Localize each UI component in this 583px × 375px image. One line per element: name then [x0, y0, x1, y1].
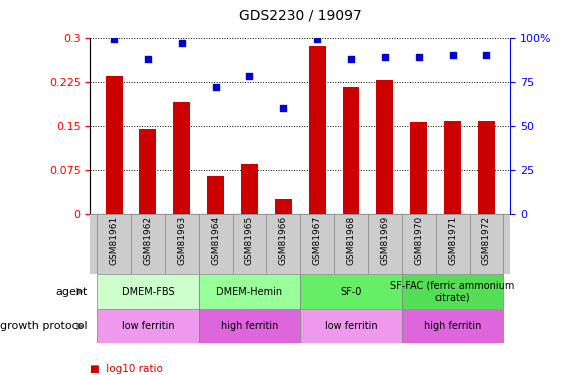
Point — [482, 52, 491, 58]
Text: growth protocol: growth protocol — [0, 321, 87, 331]
Point — [110, 36, 119, 42]
Text: GSM81969: GSM81969 — [380, 216, 389, 265]
Bar — [402, 309, 503, 343]
Bar — [343, 87, 360, 214]
Bar — [478, 121, 495, 214]
Bar — [241, 164, 258, 214]
Text: DMEM-FBS: DMEM-FBS — [122, 286, 174, 297]
Point — [312, 36, 322, 42]
Point — [143, 56, 153, 62]
Bar — [444, 121, 461, 214]
Point — [346, 56, 356, 62]
Point — [279, 105, 288, 111]
Text: GSM81962: GSM81962 — [143, 216, 152, 265]
Bar — [207, 176, 224, 214]
Text: agent: agent — [55, 286, 87, 297]
Text: high ferritin: high ferritin — [221, 321, 278, 331]
Bar — [173, 102, 190, 214]
Text: GSM81972: GSM81972 — [482, 216, 491, 265]
Bar — [300, 274, 402, 309]
Text: ■  log10 ratio: ■ log10 ratio — [90, 364, 163, 374]
Bar — [402, 274, 503, 309]
Text: GSM81970: GSM81970 — [415, 216, 423, 265]
Bar — [97, 274, 199, 309]
Bar — [97, 309, 199, 343]
Point — [380, 54, 389, 60]
Bar — [410, 122, 427, 214]
Bar — [275, 199, 292, 214]
Text: GSM81965: GSM81965 — [245, 216, 254, 265]
Text: low ferritin: low ferritin — [325, 321, 377, 331]
Text: GSM81967: GSM81967 — [312, 216, 322, 265]
Point — [177, 40, 187, 46]
Bar — [139, 129, 156, 214]
Text: GSM81961: GSM81961 — [110, 216, 118, 265]
Bar — [199, 274, 300, 309]
Point — [448, 52, 457, 58]
Text: high ferritin: high ferritin — [424, 321, 481, 331]
Bar — [106, 76, 122, 214]
Text: GSM81964: GSM81964 — [211, 216, 220, 265]
Bar — [309, 46, 326, 214]
Point — [211, 84, 220, 90]
Text: SF-0: SF-0 — [340, 286, 361, 297]
Text: GSM81971: GSM81971 — [448, 216, 457, 265]
Bar — [199, 309, 300, 343]
Text: GSM81968: GSM81968 — [346, 216, 356, 265]
Text: GSM81963: GSM81963 — [177, 216, 186, 265]
Bar — [377, 80, 394, 214]
Point — [414, 54, 423, 60]
Text: low ferritin: low ferritin — [122, 321, 174, 331]
Text: SF-FAC (ferric ammonium
citrate): SF-FAC (ferric ammonium citrate) — [391, 281, 515, 302]
Bar — [300, 309, 402, 343]
Text: GSM81966: GSM81966 — [279, 216, 288, 265]
Text: DMEM-Hemin: DMEM-Hemin — [216, 286, 283, 297]
Point — [245, 73, 254, 79]
Text: GDS2230 / 19097: GDS2230 / 19097 — [239, 9, 361, 22]
